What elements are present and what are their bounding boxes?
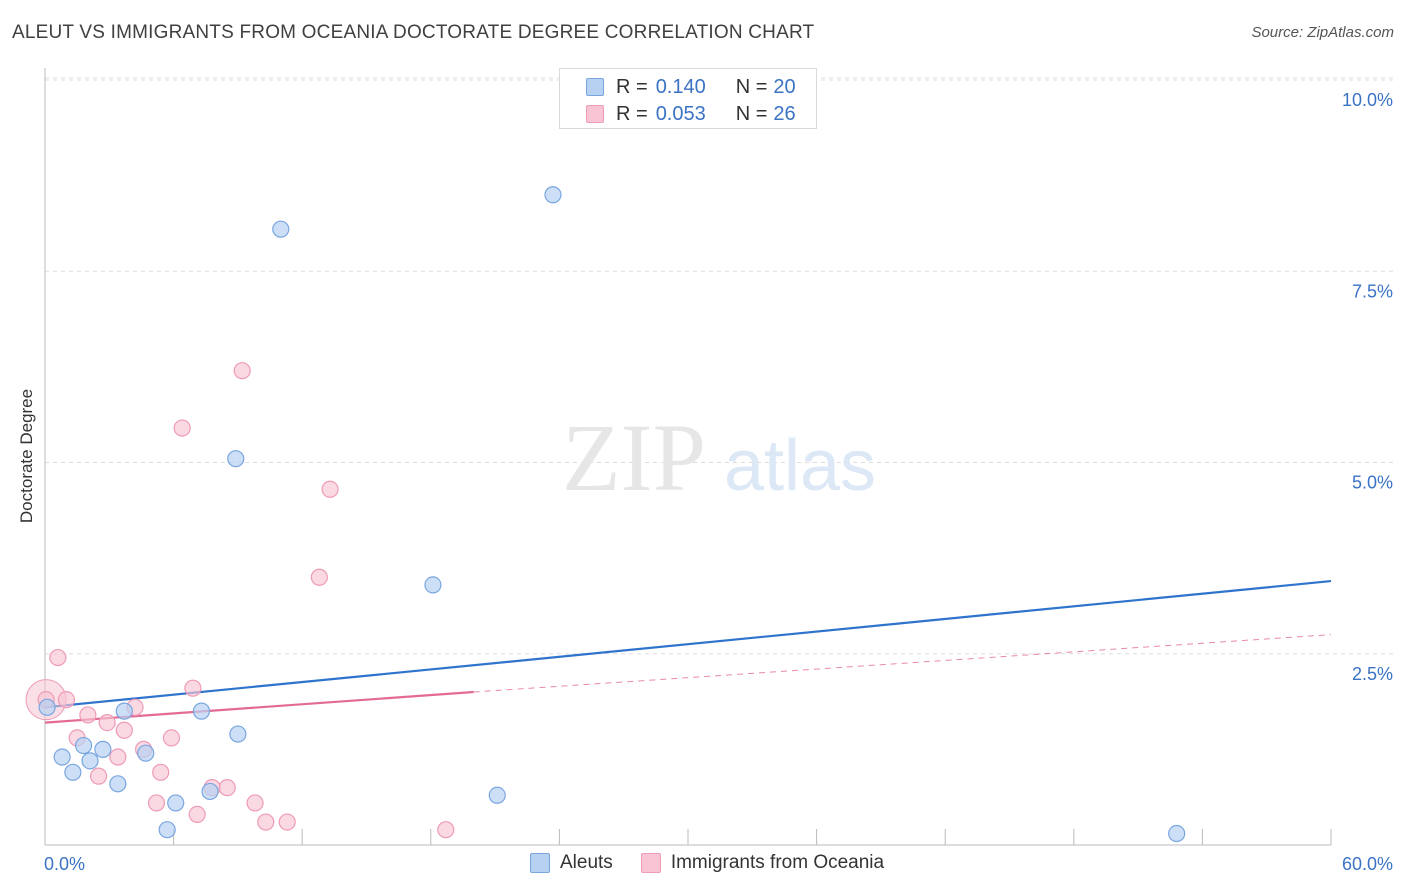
- oceania-point: [147, 794, 166, 812]
- aleuts-point: [137, 744, 155, 762]
- y-tick-label: 7.5%: [1352, 281, 1393, 301]
- chart-title: ALEUT VS IMMIGRANTS FROM OCEANIA DOCTORA…: [12, 22, 815, 43]
- aleuts-point: [227, 450, 245, 468]
- oceania-trend-extension: [473, 634, 1332, 693]
- aleuts-point: [229, 725, 247, 743]
- r-label: R =: [616, 102, 648, 125]
- stats-legend: R = 0.140 N = 20 R = 0.053 N = 26: [559, 68, 817, 129]
- legend-item-oceania[interactable]: Immigrants from Oceania: [640, 852, 885, 874]
- y-tick-label: 2.5%: [1352, 664, 1393, 684]
- aleuts-point: [544, 186, 562, 204]
- data-points: [25, 186, 1186, 843]
- oceania-point: [257, 813, 275, 831]
- aleuts-point: [115, 702, 133, 720]
- oceania-point: [246, 794, 264, 812]
- aleuts-swatch: [586, 78, 604, 96]
- x-tick-label: 0.0%: [44, 854, 85, 874]
- legend-label-oceania: Immigrants from Oceania: [670, 852, 885, 873]
- r-value: 0.053: [655, 102, 706, 125]
- aleuts-point: [38, 698, 56, 716]
- aleuts-point: [192, 702, 211, 720]
- aleuts-point: [488, 786, 506, 804]
- aleuts-point: [64, 763, 82, 781]
- legend-label-aleuts: Aleuts: [560, 852, 613, 873]
- aleuts-point: [81, 752, 99, 770]
- oceania-point: [49, 648, 67, 667]
- n-value: 26: [773, 102, 796, 125]
- oceania-swatch: [640, 853, 661, 873]
- watermark-zip: ZIP: [562, 404, 706, 511]
- aleuts-swatch: [530, 853, 550, 873]
- n-label: N =: [735, 75, 768, 98]
- series-legend: Aleuts Immigrants from Oceania: [530, 852, 912, 874]
- oceania-point: [98, 713, 116, 732]
- y-tick-label: 5.0%: [1352, 473, 1393, 493]
- n-label: N =: [735, 102, 768, 125]
- oceania-point: [109, 748, 127, 766]
- r-value: 0.140: [655, 75, 706, 98]
- axes: [44, 68, 1332, 846]
- legend-item-aleuts[interactable]: Aleuts: [530, 852, 613, 874]
- y-tick-label: 10.0%: [1342, 90, 1393, 110]
- aleuts-point: [424, 576, 442, 594]
- aleuts-point: [167, 794, 185, 812]
- watermark-atlas: atlas: [724, 426, 876, 506]
- oceania-point: [310, 568, 328, 586]
- oceania-point: [162, 729, 181, 747]
- oceania-point: [152, 763, 170, 781]
- oceania-trend-line: [44, 690, 474, 724]
- oceania-point: [321, 480, 339, 498]
- aleuts-point: [94, 740, 112, 758]
- trend-lines: [44, 579, 1332, 724]
- stats-row-oceania: R = 0.053 N = 26: [586, 102, 796, 126]
- oceania-point: [89, 767, 108, 785]
- aleuts-point: [109, 775, 127, 793]
- tick-labels: 2.5% 5.0% 7.5% 10.0% 0.0% 60.0%: [44, 90, 1393, 874]
- oceania-point: [184, 679, 202, 697]
- x-tick-label: 60.0%: [1342, 854, 1393, 874]
- aleuts-point: [53, 748, 71, 766]
- aleuts-point: [272, 220, 290, 238]
- source-label: Source: ZipAtlas.com: [1251, 24, 1394, 41]
- oceania-swatch: [586, 105, 604, 123]
- oceania-point: [278, 813, 296, 831]
- oceania-point: [115, 721, 133, 739]
- stats-row-aleuts: R = 0.140 N = 20: [586, 75, 796, 99]
- r-label: R =: [616, 75, 648, 98]
- oceania-point: [188, 805, 206, 824]
- aleuts-point: [1168, 824, 1186, 843]
- aleuts-point: [74, 736, 93, 755]
- oceania-point: [57, 691, 76, 709]
- aleuts-point: [201, 782, 219, 801]
- n-value: 20: [773, 75, 796, 98]
- aleuts-trend-line: [44, 579, 1332, 709]
- oceania-point: [79, 706, 97, 724]
- oceania-point: [218, 779, 236, 797]
- aleuts-point: [158, 821, 176, 839]
- oceania-point: [233, 362, 251, 380]
- watermark: ZIP atlas: [562, 404, 876, 511]
- oceania-point: [173, 419, 191, 437]
- oceania-point: [437, 821, 455, 839]
- y-axis-label: Doctorate Degree: [17, 388, 36, 524]
